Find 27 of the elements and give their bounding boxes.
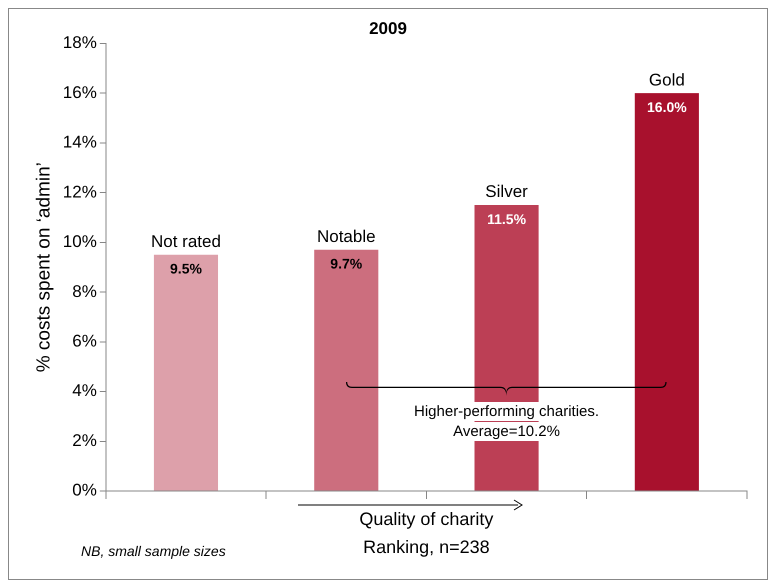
y-tick-label: 10% (62, 232, 97, 252)
data-label: 9.7% (330, 256, 363, 272)
x-tick-label: Notable (316, 226, 376, 246)
y-tick-label: 14% (62, 132, 97, 152)
data-label: 11.5% (487, 210, 527, 227)
data-label: 9.5% (170, 260, 202, 277)
x-tick-label: Silver (485, 182, 528, 202)
annotation: Higher-performing charities. Average=10.2% (411, 402, 602, 441)
bar (634, 93, 699, 490)
y-tick-label: 18% (62, 33, 97, 52)
y-tick-label: 12% (62, 182, 97, 202)
y-tick-label: 16% (62, 82, 97, 102)
y-axis-title: % costs spent on ‘admin’ (34, 162, 55, 372)
y-tick-label: 0% (72, 480, 97, 500)
y-tick-label: 4% (72, 381, 97, 400)
bar (314, 250, 378, 490)
y-tick-label: 8% (72, 282, 97, 301)
data-label: 16.0% (647, 98, 688, 115)
x-tick-label: Gold (648, 70, 685, 90)
x-tick-label: Not rated (151, 232, 221, 251)
y-tick-label: 2% (72, 430, 97, 450)
text: NB, small sample sizes (81, 543, 226, 559)
y-tick-label: 6% (72, 331, 97, 350)
chart-title: 2009 (369, 18, 407, 38)
x-axis-title: Quality of charity (358, 509, 494, 530)
text: Ranking, n=238 (362, 537, 491, 558)
bar (154, 254, 218, 490)
